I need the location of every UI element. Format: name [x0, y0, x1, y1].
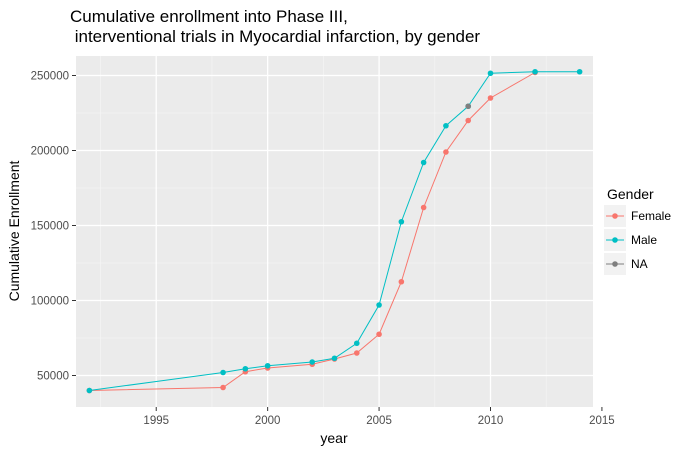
x-tick-label: 2015	[589, 415, 615, 427]
data-point-male	[420, 159, 427, 166]
x-tick-label: 1995	[143, 415, 169, 427]
y-tick-label: 50000	[37, 371, 69, 383]
data-point-male	[220, 369, 226, 376]
y-tick-label: 100000	[31, 296, 69, 308]
data-point-male	[353, 340, 360, 347]
data-point-na	[465, 103, 472, 110]
data-point-male	[376, 302, 382, 308]
y-tick-label: 150000	[31, 221, 69, 233]
data-point-male	[264, 362, 271, 369]
x-tick-label: 2010	[478, 415, 504, 427]
data-point-male	[487, 70, 494, 77]
data-point-male	[242, 365, 249, 372]
axes: 1995 2000 2005 2010 2015 50000 100000 150000 200…	[31, 71, 615, 428]
series-layer	[86, 68, 583, 394]
data-point-female	[443, 149, 449, 155]
series-male	[86, 68, 583, 394]
data-point-male	[443, 122, 449, 129]
plot-panel	[76, 56, 593, 407]
data-point-female	[398, 278, 405, 285]
legend-key-point	[612, 261, 618, 267]
data-point-female	[487, 95, 494, 101]
major-gridlines	[76, 56, 603, 407]
data-point-male	[86, 387, 93, 394]
chart-title-line-2: interventional trials in Myocardial infa…	[70, 27, 480, 46]
series-na	[465, 103, 472, 110]
legend-label-male: Male	[631, 233, 657, 247]
data-point-female	[376, 331, 382, 338]
chart-title: Cumulative enrollment into Phase III, in…	[70, 7, 480, 46]
x-tick-label: 2005	[366, 415, 392, 427]
y-tick-label: 200000	[31, 146, 69, 158]
data-point-male	[331, 355, 338, 362]
y-tick-label: 250000	[31, 71, 69, 83]
legend-label-female: Female	[631, 209, 671, 223]
data-point-female	[220, 384, 226, 391]
data-point-male	[309, 359, 316, 365]
legend-entry-na: NA	[604, 253, 648, 275]
data-point-female	[465, 117, 472, 124]
legend: Gender Female Male NA	[604, 186, 671, 275]
legend-entry-female: Female	[604, 205, 671, 227]
legend-entry-male: Male	[604, 229, 657, 251]
y-axis-title: Cumulative Enrollment	[6, 160, 22, 301]
data-point-male	[576, 68, 583, 75]
x-axis-title: year	[320, 430, 348, 446]
data-point-male	[532, 68, 538, 75]
legend-key-point	[612, 237, 618, 243]
series-line-female	[89, 72, 536, 391]
data-point-female	[353, 350, 360, 356]
legend-label-na: NA	[631, 257, 648, 271]
data-point-male	[398, 218, 405, 225]
x-tick-label: 2000	[255, 415, 281, 427]
chart-title-line-1: Cumulative enrollment into Phase III,	[70, 7, 348, 26]
legend-title: Gender	[607, 186, 654, 202]
minor-gridlines	[76, 56, 593, 407]
data-point-female	[420, 204, 427, 211]
legend-key-point	[612, 213, 618, 219]
